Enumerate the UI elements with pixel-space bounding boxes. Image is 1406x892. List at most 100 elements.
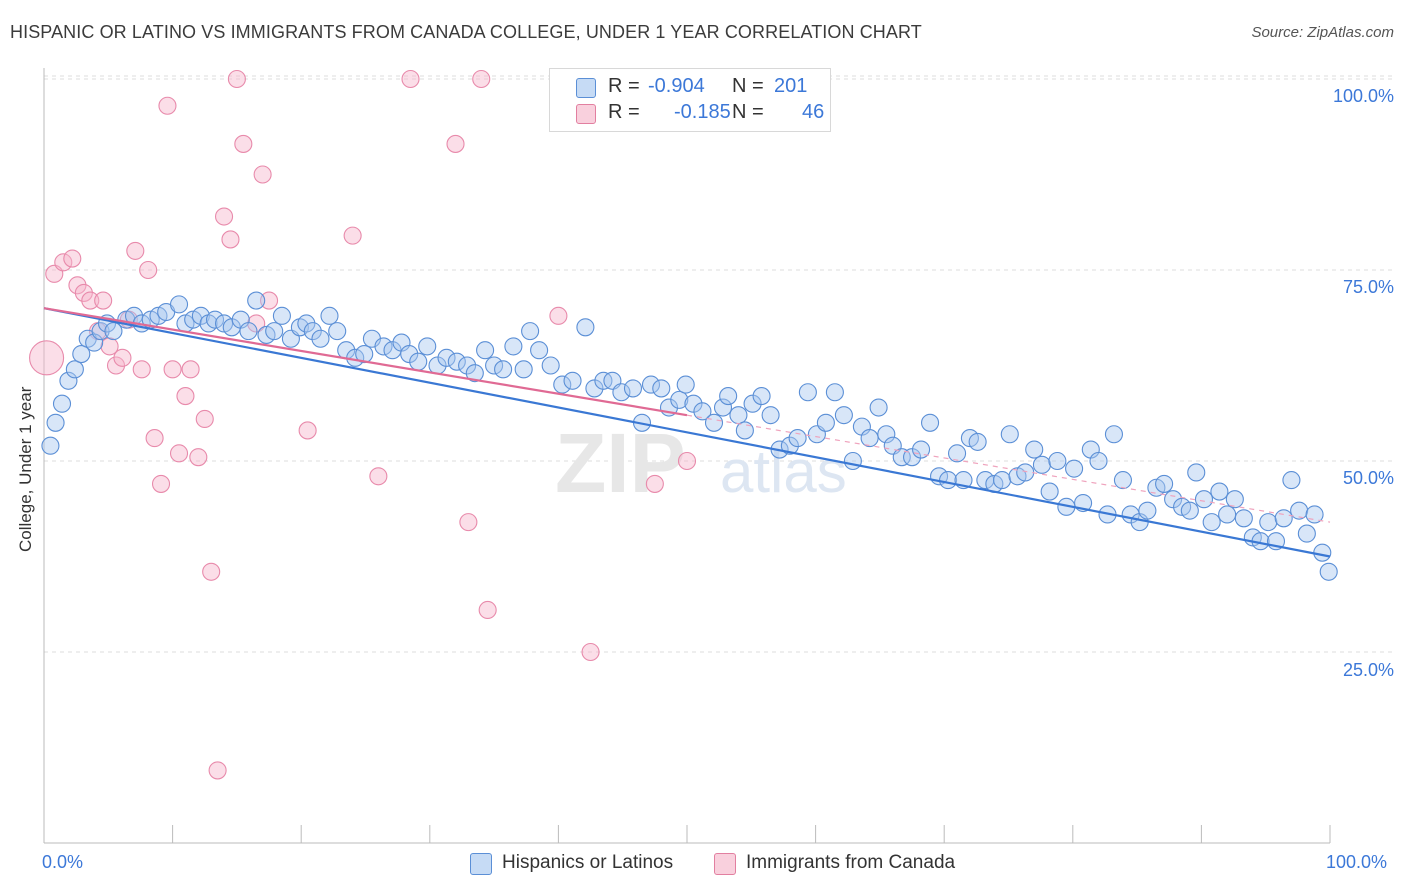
point-hispanic xyxy=(124,306,144,325)
point-hispanic xyxy=(418,337,437,356)
point-hispanic xyxy=(374,337,393,356)
point-hispanic xyxy=(303,322,322,341)
point-hispanic xyxy=(1274,509,1293,528)
n-value: 46 xyxy=(802,101,825,123)
y-tick-25: 25.0% xyxy=(1342,660,1394,680)
point-hispanic xyxy=(504,337,523,356)
point-hispanic xyxy=(563,371,582,390)
point-canada xyxy=(81,291,100,310)
point-canada xyxy=(63,249,82,268)
point-hispanic xyxy=(652,379,671,398)
point-hispanic xyxy=(1025,440,1044,459)
point-hispanic xyxy=(670,390,689,409)
x-tick-0: 0.0% xyxy=(42,852,84,872)
point-hispanic xyxy=(834,406,853,425)
point-canada xyxy=(74,283,93,302)
point-hispanic xyxy=(476,341,495,360)
point-hispanic xyxy=(948,444,967,463)
point-hispanic xyxy=(1065,459,1084,478)
point-hispanic xyxy=(297,314,316,333)
point-hispanic xyxy=(191,306,210,325)
point-hispanic xyxy=(1089,451,1108,471)
point-hispanic xyxy=(494,360,513,379)
watermark: ZIP xyxy=(555,416,686,510)
point-hispanic xyxy=(869,398,888,417)
axes xyxy=(43,68,1331,844)
point-hispanic xyxy=(169,295,189,314)
point-hispanic xyxy=(921,413,940,432)
y-axis-label: College, Under 1 year xyxy=(16,386,35,552)
point-hispanic xyxy=(465,364,484,383)
point-hispanic xyxy=(860,429,879,448)
x-tick-100: 100.0% xyxy=(1326,852,1388,872)
point-canada xyxy=(158,96,177,115)
point-hispanic xyxy=(311,329,330,348)
point-hispanic xyxy=(843,451,862,471)
n-value: 201 xyxy=(774,75,808,97)
point-canada xyxy=(472,69,491,89)
point-hispanic xyxy=(1259,513,1278,532)
trend-line-canada-projection xyxy=(686,414,1331,523)
point-hispanic xyxy=(320,306,339,325)
point-canada xyxy=(181,360,200,379)
point-canada xyxy=(369,467,388,486)
point-hispanic xyxy=(52,394,72,413)
point-hispanic xyxy=(713,398,733,417)
legend-swatch-pink xyxy=(576,104,596,124)
point-canada xyxy=(145,429,164,448)
point-canada xyxy=(100,337,119,356)
point-canada xyxy=(581,642,600,662)
point-canada xyxy=(259,291,279,310)
legend-swatch-blue xyxy=(470,853,492,875)
point-hispanic xyxy=(65,360,84,379)
point-canada xyxy=(54,253,73,272)
point-hispanic xyxy=(1104,425,1124,444)
point-canada xyxy=(169,444,189,463)
point-hispanic xyxy=(485,356,504,375)
point-hispanic xyxy=(1210,482,1229,501)
point-canada xyxy=(94,291,113,310)
legend-label: Immigrants from Canada xyxy=(746,852,956,873)
point-hispanic xyxy=(939,471,958,490)
point-hispanic xyxy=(798,383,817,402)
point-canada xyxy=(176,387,195,406)
point-canada xyxy=(677,451,697,471)
point-hispanic xyxy=(1282,471,1301,490)
point-canada xyxy=(113,348,132,367)
point-hispanic xyxy=(1032,455,1051,474)
point-canada xyxy=(549,306,568,325)
point-canada xyxy=(459,513,478,532)
point-hispanic xyxy=(205,310,225,329)
point-hispanic xyxy=(693,402,712,421)
series-blue-points xyxy=(41,291,1338,581)
point-hispanic xyxy=(1225,490,1244,509)
y-tick-50: 50.0% xyxy=(1342,468,1394,488)
r-value: -0.185 xyxy=(674,101,731,123)
point-hispanic xyxy=(458,356,477,375)
point-hispanic xyxy=(239,322,258,341)
point-canada xyxy=(227,69,246,89)
point-hispanic xyxy=(993,471,1012,490)
point-canada xyxy=(132,360,151,379)
point-canada xyxy=(106,356,126,375)
series-pink-points xyxy=(29,69,697,780)
watermark-atlas: atlas xyxy=(720,438,847,505)
point-hispanic xyxy=(447,352,466,371)
n-label: N = xyxy=(732,75,764,97)
point-canada xyxy=(446,134,465,153)
point-hispanic xyxy=(752,387,771,406)
point-hispanic xyxy=(1000,425,1019,444)
point-hispanic xyxy=(553,375,572,394)
point-hispanic xyxy=(1297,524,1316,543)
y-tick-75: 75.0% xyxy=(1342,277,1394,297)
point-canada xyxy=(139,260,158,280)
trend-lines xyxy=(43,307,1331,558)
point-canada xyxy=(401,69,420,89)
point-hispanic xyxy=(1218,505,1237,524)
point-hispanic xyxy=(265,322,284,341)
point-hispanic xyxy=(530,341,549,360)
r-value: -0.904 xyxy=(648,75,705,97)
point-canada xyxy=(253,165,272,184)
point-canada xyxy=(151,474,171,493)
point-canada xyxy=(202,562,221,581)
